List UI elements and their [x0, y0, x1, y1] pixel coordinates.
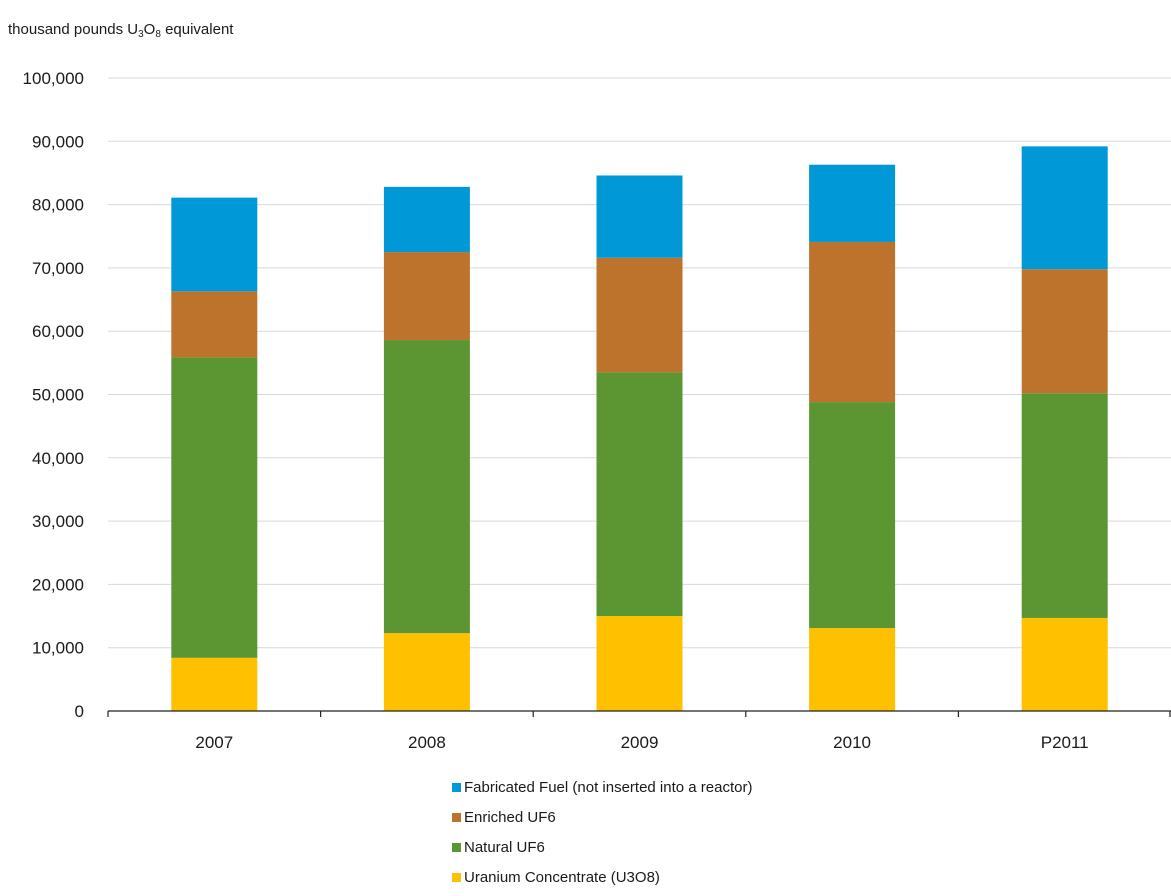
x-tick-label: 2009: [621, 733, 659, 752]
bar-segment: [1021, 269, 1108, 394]
bar-segment: [383, 340, 470, 634]
y-tick-label: 50,000: [32, 386, 84, 405]
legend-item: Natural UF6: [452, 832, 752, 862]
y-tick-labels: 0 10,000 20,000 30,000 40,000 50,000 60,000 70,…: [23, 69, 84, 721]
legend: Fabricated Fuel (not inserted into a rea…: [452, 772, 752, 892]
legend-swatch: [452, 842, 461, 852]
bar-segment: [596, 616, 683, 711]
legend-item: Uranium Concentrate (U3O8): [452, 862, 752, 892]
y-tick-label: 20,000: [32, 575, 84, 594]
legend-item: Fabricated Fuel (not inserted into a rea…: [452, 772, 752, 802]
bar-segment: [596, 175, 683, 258]
legend-swatch: [452, 782, 461, 792]
bar-segment: [809, 241, 896, 403]
legend-swatch: [452, 872, 461, 882]
bar-segment: [383, 186, 470, 253]
y-tick-label: 0: [75, 702, 84, 721]
bar-segment: [809, 402, 896, 629]
y-axis-label: thousand pounds U3O8 equivalent: [8, 21, 234, 40]
x-tick-label: 2008: [408, 733, 446, 752]
y-tick-label: 10,000: [32, 639, 84, 658]
y-tick-label: 90,000: [32, 132, 84, 151]
legend-label: Enriched UF6: [464, 808, 556, 826]
bar-segment: [1021, 146, 1108, 270]
legend-label: Uranium Concentrate (U3O8): [464, 868, 660, 886]
bar-segment: [596, 257, 683, 373]
legend-swatch: [452, 812, 461, 822]
x-axis: [107, 710, 1171, 717]
bar-segment: [383, 252, 470, 341]
bar-segment: [171, 197, 258, 292]
bar-segment: [171, 357, 258, 658]
bar-segment: [596, 372, 683, 617]
x-tick-label: 2010: [833, 733, 871, 752]
bar-segment: [171, 291, 258, 358]
y-tick-label: 40,000: [32, 449, 84, 468]
bar-segment: [1021, 393, 1108, 618]
y-tick-label: 100,000: [23, 69, 84, 88]
x-tick-labels: 2007 2008 2009 2010 P2011: [195, 733, 1088, 752]
legend-label: Natural UF6: [464, 838, 545, 856]
bar-segment: [171, 657, 258, 711]
bars: [171, 146, 1108, 711]
bar-segment: [809, 628, 896, 711]
y-tick-label: 70,000: [32, 259, 84, 278]
x-tick-label: P2011: [1041, 733, 1089, 752]
bar-segment: [809, 164, 896, 242]
bar-segment: [1021, 617, 1108, 711]
bar-segment: [383, 633, 470, 711]
y-tick-label: 60,000: [32, 322, 84, 341]
y-tick-label: 30,000: [32, 512, 84, 531]
y-tick-label: 80,000: [32, 196, 84, 215]
legend-label: Fabricated Fuel (not inserted into a rea…: [464, 778, 753, 796]
legend-item: Enriched UF6: [452, 802, 752, 832]
x-tick-label: 2007: [195, 733, 233, 752]
